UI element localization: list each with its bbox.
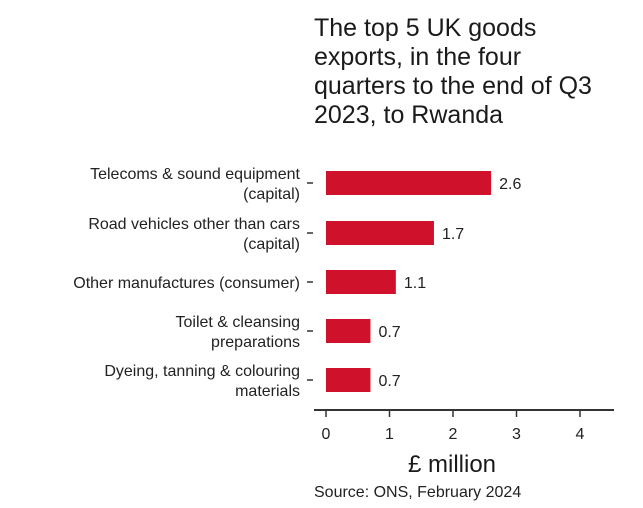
bar-value-label: 1.1 [404,275,426,292]
chart-title-line: The top 5 UK goods [314,14,537,42]
bar [326,319,371,343]
x-tick-label: 2 [449,426,458,443]
x-tick-label: 4 [576,426,585,443]
category-label: Dyeing, tanning & colouring [104,363,300,380]
category-label: materials [235,383,300,400]
category-label: Telecoms & sound equipment [90,166,300,183]
x-tick-label: 0 [322,426,331,443]
x-tick-label: 3 [512,426,521,443]
chart-title-line: quarters to the end of Q3 [314,72,592,100]
category-label: Other manufactures (consumer) [73,275,300,292]
x-tick-label: 1 [385,426,394,443]
chart-title: The top 5 UK goods exports, in the four qu… [314,14,634,130]
category-label: Road vehicles other than cars [88,216,300,233]
category-label: preparations [211,334,300,351]
bar [326,171,492,195]
bar-value-label: 2.6 [499,176,521,193]
bar-value-label: 0.7 [378,324,400,341]
category-label: (capital) [243,186,300,203]
bar [326,221,434,245]
bar [326,270,396,294]
category-label: (capital) [243,236,300,253]
bar-value-label: 0.7 [378,373,400,390]
chart-title-line: 2023, to Rwanda [314,101,504,129]
source-note: Source: ONS, February 2024 [314,484,522,501]
bar [326,368,371,392]
chart-title-line: exports, in the four [314,43,522,71]
x-axis-label: £ million [408,451,496,478]
category-label: Toilet & cleansing [175,314,300,331]
bar-value-label: 1.7 [442,226,464,243]
